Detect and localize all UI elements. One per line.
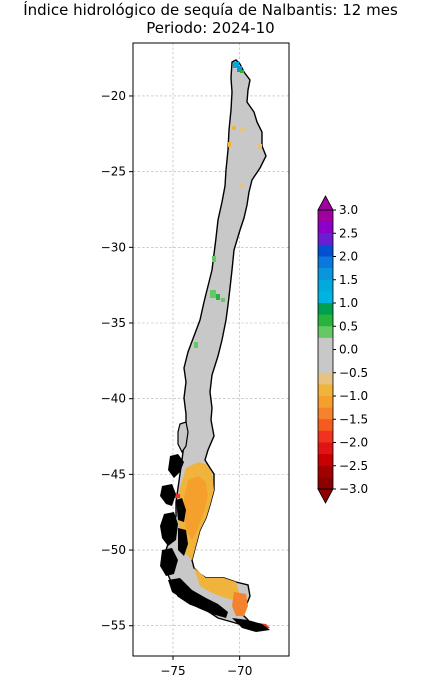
colorbar-bin bbox=[318, 407, 333, 420]
colorbar-bin bbox=[318, 233, 333, 246]
map-title: Índice hidrológico de sequía de Nalbanti… bbox=[23, 1, 398, 19]
y-tick-label: −45 bbox=[101, 467, 126, 481]
wet-cell-central-3 bbox=[216, 294, 220, 300]
y-tick-label: −30 bbox=[101, 240, 126, 254]
colorbar-tick-label: −2.0 bbox=[339, 436, 368, 450]
drought-region-magallanes bbox=[194, 568, 240, 600]
colorbar-bin bbox=[318, 384, 333, 397]
colorbar-bin bbox=[318, 291, 333, 304]
colorbar-tick-label: −0.5 bbox=[339, 366, 368, 380]
archipelago-chonos bbox=[168, 454, 184, 478]
colorbar-bin bbox=[318, 337, 333, 374]
dry-cell-5 bbox=[240, 184, 244, 188]
colorbar-bin bbox=[318, 221, 333, 234]
colorbar-bin bbox=[318, 477, 333, 490]
colorbar-tick-label: 0.5 bbox=[339, 319, 358, 333]
colorbar-bin bbox=[318, 372, 333, 385]
colorbar-bin bbox=[318, 442, 333, 455]
colorbar-bin bbox=[318, 303, 333, 316]
y-tick-label: −35 bbox=[101, 316, 126, 330]
drought-cell-red-west bbox=[172, 494, 180, 498]
colorbar-tick-label: −2.5 bbox=[339, 459, 368, 473]
map-axes bbox=[132, 42, 290, 657]
y-tick-label: −20 bbox=[101, 89, 126, 103]
colorbar-extend-top bbox=[317, 195, 334, 211]
y-tick-label: −55 bbox=[101, 619, 126, 633]
x-tick-label: −75 bbox=[160, 664, 185, 678]
colorbar-bin bbox=[318, 430, 333, 443]
colorbar-tick-label: 3.0 bbox=[339, 203, 358, 217]
chiloe-island bbox=[177, 421, 189, 454]
archipelago-fjords-2 bbox=[178, 528, 188, 556]
colorbar-bin bbox=[318, 244, 333, 257]
colorbar-ticks: 3.0 2.5 2.0 1.5 1.0 0.5 0.0 −0.5 −1.0 −1.5 −2.0 −2.… bbox=[333, 203, 368, 496]
colorbar-bin bbox=[318, 314, 333, 327]
colorbar-bin bbox=[318, 256, 333, 269]
colorbar-extend-bottom bbox=[317, 488, 334, 504]
dry-cell-2 bbox=[240, 128, 245, 131]
dry-cell-4 bbox=[258, 144, 262, 149]
x-tick-label: −70 bbox=[227, 664, 252, 678]
x-axis-ticks: −75 −70 bbox=[160, 656, 252, 678]
colorbar-bin bbox=[318, 396, 333, 409]
colorbar-bin bbox=[318, 419, 333, 432]
archipelago-cape-horn bbox=[232, 618, 270, 632]
wet-cell-north-3 bbox=[240, 70, 244, 73]
colorbar-bin bbox=[318, 454, 333, 467]
colorbar-bin bbox=[318, 268, 333, 281]
colorbar-tick-label: 1.5 bbox=[339, 273, 358, 287]
wet-cell-central-5 bbox=[194, 342, 198, 348]
archipelago-taitao bbox=[160, 484, 176, 506]
chile-map bbox=[160, 59, 270, 632]
y-tick-label: −25 bbox=[101, 165, 126, 179]
y-tick-label: −50 bbox=[101, 543, 126, 557]
colorbar-tick-label: 0.0 bbox=[339, 343, 358, 357]
colorbar-bin bbox=[318, 326, 333, 339]
drought-region-aysen-core bbox=[184, 476, 208, 540]
drought-region-tierra-del-fuego bbox=[232, 592, 248, 616]
colorbar-tick-label: 2.5 bbox=[339, 226, 358, 240]
wet-cell-central-4 bbox=[221, 298, 225, 302]
wet-cell-north-1 bbox=[233, 62, 239, 68]
archipelago-madre-de-dios bbox=[160, 548, 178, 576]
colorbar-tick-label: −3.0 bbox=[339, 482, 368, 496]
wet-cell-north-2 bbox=[237, 66, 242, 72]
colorbar-tick-label: 1.0 bbox=[339, 296, 358, 310]
colorbar-tick-label: 2.0 bbox=[339, 250, 358, 264]
archipelago-wellington bbox=[160, 512, 178, 546]
colorbar-bin bbox=[318, 465, 333, 478]
wet-cell-central-2 bbox=[210, 290, 216, 298]
archipelago-fjords bbox=[176, 498, 186, 522]
dry-cell-3 bbox=[228, 142, 231, 147]
y-tick-label: −40 bbox=[101, 392, 126, 406]
colorbar-tick-label: −1.0 bbox=[339, 389, 368, 403]
map-subtitle: Periodo: 2024-10 bbox=[146, 19, 275, 37]
colorbar-bin bbox=[318, 279, 333, 292]
colorbar bbox=[317, 195, 334, 504]
dry-cell-1 bbox=[232, 126, 236, 130]
colorbar-bin bbox=[318, 210, 333, 223]
wet-cell-central-1 bbox=[212, 256, 216, 262]
colorbar-tick-label: −1.5 bbox=[339, 412, 368, 426]
y-axis-ticks: −20 −25 −30 −35 −40 −45 −50 −55 bbox=[101, 89, 133, 633]
archipelago-south bbox=[168, 578, 228, 618]
